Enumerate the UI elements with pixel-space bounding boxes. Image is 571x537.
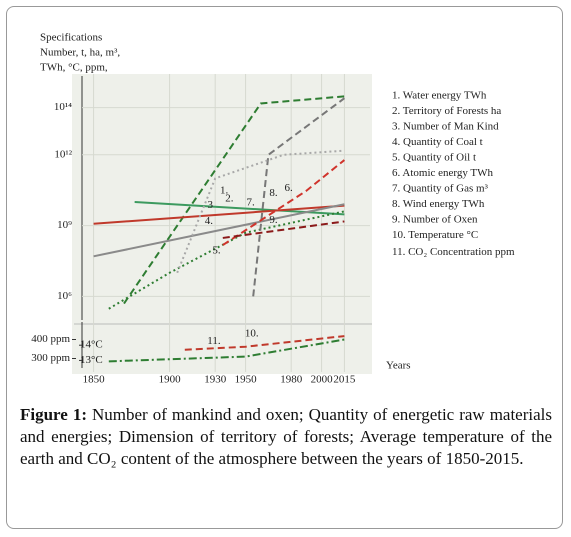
legend-entry: 3. Number of Man Kind — [392, 121, 499, 133]
y-axis-label: Number, t, ha, m³, — [40, 47, 120, 59]
series-label: 8. — [269, 187, 278, 199]
series-line — [176, 149, 345, 274]
series-label: 10. — [245, 327, 259, 339]
legend-entry: 11. CO₂ Concentration ppm — [392, 246, 515, 258]
series-line — [184, 335, 345, 351]
x-tick-label: 2000 — [311, 374, 334, 386]
chart: Specifications Number, t, ha, m³, TWh, °… — [31, 32, 515, 386]
series-label: 4. — [205, 215, 214, 227]
x-tick-label: 1930 — [204, 374, 227, 386]
x-tick-label: 1900 — [159, 374, 182, 386]
series-label: 5. — [212, 245, 221, 257]
series-label: 3 — [208, 199, 214, 211]
legend-entry: 6. Atomic energy TWh — [392, 167, 494, 179]
series-line — [222, 159, 346, 246]
series-label: 9. — [269, 214, 278, 226]
y-tick-label: 10¹² — [54, 148, 72, 160]
y-axis-label: Specifications — [40, 32, 102, 44]
series-line — [123, 95, 345, 305]
y-tick-label: 10⁹ — [57, 219, 72, 231]
caption-label: Figure 1: — [20, 405, 87, 424]
series-line — [222, 220, 345, 239]
series-label: 6. — [285, 182, 294, 194]
legend-entry: 9. Number of Oxen — [392, 214, 478, 226]
series-line — [108, 210, 345, 310]
x-tick-label: 2015 — [333, 374, 356, 386]
y-tick-label: 10¹⁴ — [54, 101, 72, 113]
figure-frame — [6, 6, 563, 529]
legend-entry: 5. Quantity of Oil t — [392, 152, 476, 164]
legend-entry: 4. Quantity of Coal t — [392, 136, 483, 148]
series-label: 1. — [220, 184, 229, 196]
legend-entry: 8. Wind energy TWh — [392, 198, 485, 210]
series-label: 2. — [225, 193, 234, 205]
y-tick-label: 13°C — [80, 354, 103, 366]
legend-entry: 2. Territory of Forests ha — [392, 105, 501, 117]
x-tick-label: 1980 — [280, 374, 303, 386]
series-line — [108, 338, 345, 363]
legend-entry: 10. Temperature °C — [392, 229, 478, 241]
legend-entry: 7. Quantity of Gas m³ — [392, 183, 489, 195]
series-line — [252, 97, 345, 297]
series-label: 11. — [207, 335, 221, 347]
series-line — [93, 203, 345, 258]
caption-text: Number of mankind and oxen; Quantity of … — [20, 405, 552, 468]
y-tick-label: 14°C — [80, 339, 103, 351]
x-tick-label: 1950 — [235, 374, 258, 386]
x-tick-label: 1850 — [83, 374, 106, 386]
y2-tick-label: 400 ppm — [31, 333, 70, 345]
legend-entry: 1. Water energy TWh — [392, 90, 487, 102]
y-axis-label: TWh, °C, ppm, — [40, 62, 108, 74]
y-tick-label: 10⁶ — [57, 290, 72, 302]
series-line — [93, 204, 345, 225]
caption: Figure 1: Number of mankind and oxen; Qu… — [20, 404, 552, 470]
x-axis-label: Years — [386, 360, 411, 372]
y2-tick-label: 300 ppm — [31, 352, 70, 364]
series-label: 7. — [247, 196, 256, 208]
